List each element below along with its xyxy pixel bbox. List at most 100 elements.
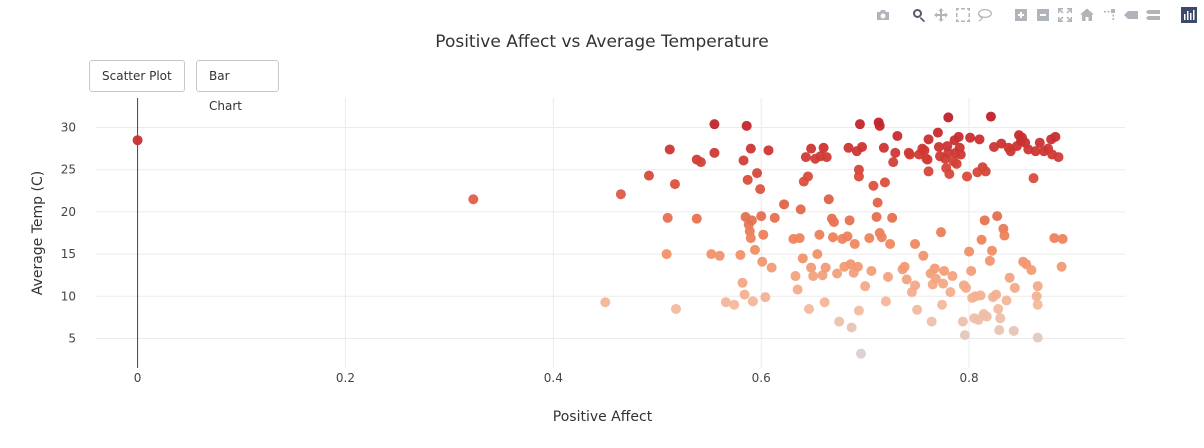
- data-point[interactable]: [866, 265, 877, 276]
- scatter-plot-button[interactable]: Scatter Plot: [89, 60, 185, 92]
- data-point[interactable]: [868, 180, 879, 191]
- data-point[interactable]: [879, 177, 890, 188]
- data-point[interactable]: [670, 303, 681, 314]
- bar-chart-button[interactable]: Bar Chart: [196, 60, 279, 113]
- data-point[interactable]: [797, 253, 808, 264]
- data-point[interactable]: [976, 234, 987, 245]
- plotly-logo-icon[interactable]: [1180, 6, 1198, 24]
- data-point[interactable]: [853, 305, 864, 316]
- data-point[interactable]: [974, 134, 985, 145]
- data-point[interactable]: [758, 229, 769, 240]
- data-point[interactable]: [714, 250, 725, 261]
- data-point[interactable]: [1009, 282, 1020, 293]
- data-point[interactable]: [953, 131, 964, 142]
- data-point[interactable]: [955, 149, 966, 160]
- data-point[interactable]: [855, 348, 866, 359]
- data-point[interactable]: [944, 168, 955, 179]
- data-point[interactable]: [1032, 299, 1043, 310]
- data-point[interactable]: [964, 246, 975, 257]
- data-point[interactable]: [132, 135, 143, 146]
- data-point[interactable]: [864, 233, 875, 244]
- data-point[interactable]: [738, 155, 749, 166]
- data-point[interactable]: [804, 303, 815, 314]
- data-point[interactable]: [828, 217, 839, 228]
- data-point[interactable]: [706, 249, 717, 260]
- data-point[interactable]: [735, 249, 746, 260]
- data-point[interactable]: [812, 249, 823, 260]
- data-point[interactable]: [857, 141, 868, 152]
- data-point[interactable]: [910, 238, 921, 249]
- data-point[interactable]: [739, 289, 750, 300]
- data-point[interactable]: [662, 212, 673, 223]
- data-point[interactable]: [737, 277, 748, 288]
- data-point[interactable]: [800, 152, 811, 163]
- data-point[interactable]: [720, 297, 731, 308]
- data-point[interactable]: [741, 120, 752, 131]
- data-point[interactable]: [820, 262, 831, 273]
- data-point[interactable]: [880, 296, 891, 307]
- hover-compare-icon[interactable]: [1144, 6, 1162, 24]
- data-point[interactable]: [876, 232, 887, 243]
- data-point[interactable]: [945, 287, 956, 298]
- data-point[interactable]: [995, 313, 1006, 324]
- data-point[interactable]: [745, 143, 756, 154]
- data-point[interactable]: [806, 262, 817, 273]
- lasso-icon[interactable]: [976, 6, 994, 24]
- data-point[interactable]: [853, 171, 864, 182]
- data-point[interactable]: [757, 256, 768, 267]
- data-point[interactable]: [691, 213, 702, 224]
- data-point[interactable]: [834, 316, 845, 327]
- data-point[interactable]: [991, 289, 1002, 300]
- data-point[interactable]: [1053, 152, 1064, 163]
- data-point[interactable]: [817, 270, 828, 281]
- data-point[interactable]: [885, 238, 896, 249]
- data-point[interactable]: [938, 278, 949, 289]
- data-point[interactable]: [1032, 281, 1043, 292]
- data-point[interactable]: [695, 157, 706, 168]
- data-point[interactable]: [842, 231, 853, 242]
- data-point[interactable]: [792, 284, 803, 295]
- data-point[interactable]: [795, 204, 806, 215]
- data-point[interactable]: [763, 145, 774, 156]
- data-point[interactable]: [746, 215, 757, 226]
- data-point[interactable]: [926, 316, 937, 327]
- data-point[interactable]: [709, 147, 720, 158]
- data-point[interactable]: [943, 147, 954, 158]
- data-point[interactable]: [600, 297, 611, 308]
- data-point[interactable]: [980, 166, 991, 177]
- data-point[interactable]: [871, 211, 882, 222]
- data-point[interactable]: [996, 138, 1007, 149]
- data-point[interactable]: [843, 142, 854, 153]
- data-point[interactable]: [1056, 261, 1067, 272]
- data-point[interactable]: [943, 112, 954, 123]
- pan-icon[interactable]: [932, 6, 950, 24]
- data-point[interactable]: [992, 211, 1003, 222]
- data-point[interactable]: [794, 233, 805, 244]
- data-point[interactable]: [975, 290, 986, 301]
- data-point[interactable]: [966, 265, 977, 276]
- data-point[interactable]: [872, 197, 883, 208]
- data-point[interactable]: [468, 194, 479, 205]
- data-point[interactable]: [922, 154, 933, 165]
- data-point[interactable]: [814, 229, 825, 240]
- data-point[interactable]: [892, 130, 903, 141]
- data-point[interactable]: [947, 271, 958, 282]
- data-point[interactable]: [729, 299, 740, 310]
- data-point[interactable]: [779, 199, 790, 210]
- camera-icon[interactable]: [874, 6, 892, 24]
- data-point[interactable]: [984, 255, 995, 266]
- data-point[interactable]: [959, 330, 970, 341]
- data-point[interactable]: [745, 233, 756, 244]
- data-point[interactable]: [849, 238, 860, 249]
- data-point[interactable]: [1057, 233, 1068, 244]
- data-point[interactable]: [615, 189, 626, 200]
- data-point[interactable]: [1001, 295, 1012, 306]
- data-point[interactable]: [643, 170, 654, 181]
- data-point[interactable]: [887, 212, 898, 223]
- data-point[interactable]: [742, 174, 753, 185]
- data-point[interactable]: [929, 263, 940, 274]
- data-point[interactable]: [874, 120, 885, 131]
- data-point[interactable]: [923, 134, 934, 145]
- data-point[interactable]: [999, 230, 1010, 241]
- data-point[interactable]: [760, 292, 771, 303]
